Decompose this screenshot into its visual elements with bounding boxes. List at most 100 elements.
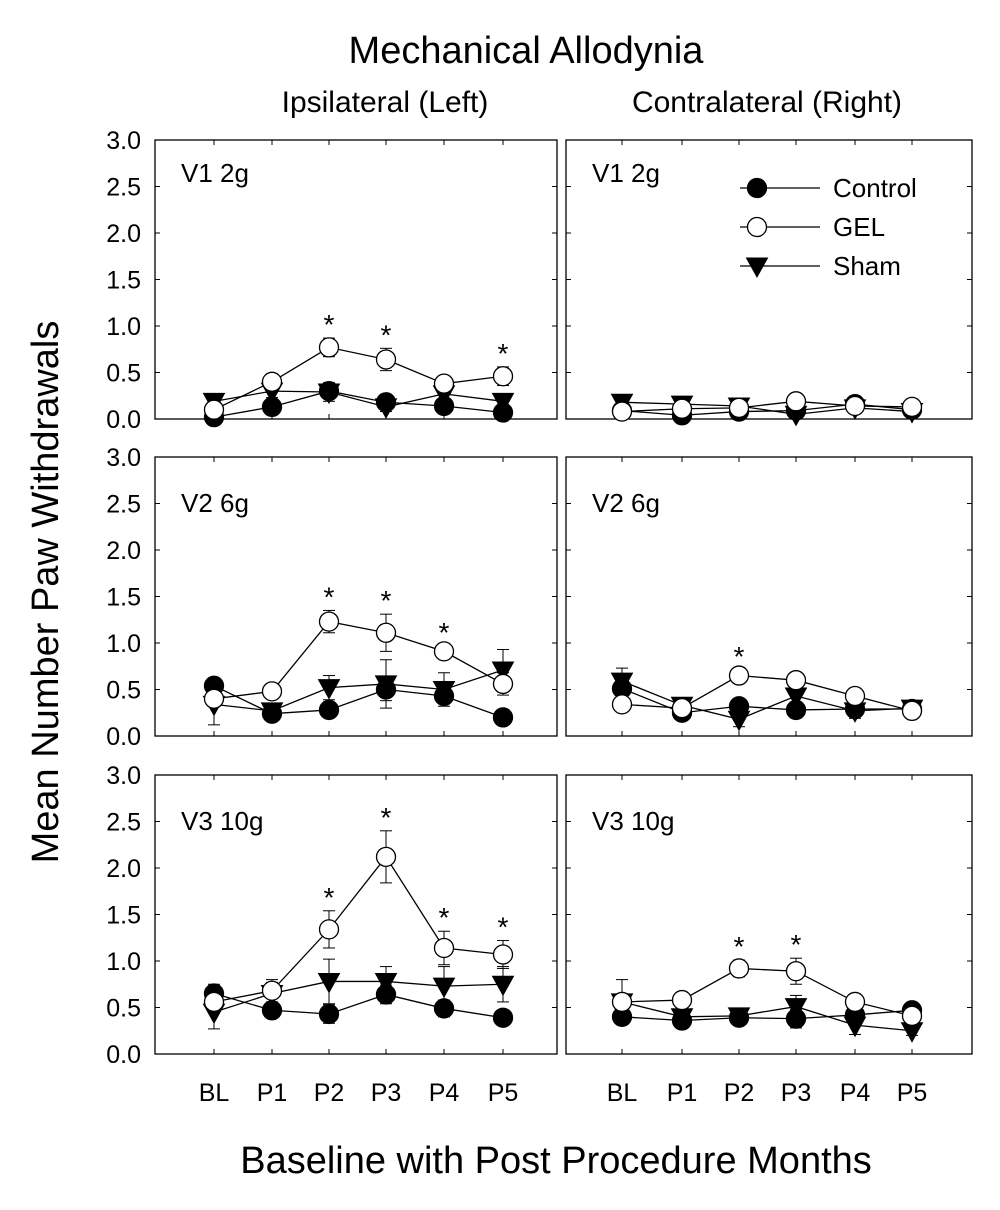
legend: Control GEL Sham [740,173,917,281]
x-tick-label: P1 [667,1079,698,1107]
x-tick-label: P3 [781,1079,812,1107]
series-line-control [213,992,504,1019]
panel-label: V3 10g [181,806,263,836]
point-gel [492,673,514,695]
series-sham [610,979,924,1043]
point-control [261,1000,283,1021]
x-tick-label: BL [199,1079,230,1107]
panel-label: V3 10g [592,806,674,836]
y-tick-label: 3.0 [106,127,141,155]
point-control [318,699,340,721]
point-gel [433,373,455,394]
series-line-sham [213,390,504,408]
significance-asterisk: * [439,617,450,648]
series-line-control [213,685,504,719]
point-control [375,392,397,413]
x-tick-label: P4 [840,1079,871,1107]
point-sham [317,972,341,994]
panel-v1-2g-right: V1 2g [565,139,973,427]
point-gel [844,991,866,1013]
point-sham [317,679,341,700]
point-control [785,1008,807,1029]
point-sham [432,977,456,999]
series-line-gel [213,620,504,700]
point-control [728,696,750,717]
significance-asterisk: * [324,309,335,340]
point-gel [671,697,693,719]
significance-asterisk: * [734,641,745,672]
significance-asterisk: * [439,902,450,933]
panel-v1-2g-left: 0.0 0.5 1.0 1.5 2.0 2.5 3.0 V1 2g * * * [106,127,558,434]
x-tick-label: P5 [897,1079,928,1107]
y-tick-label: 2.5 [106,491,141,519]
point-control [433,685,455,707]
series-control [203,675,514,728]
point-gel [261,371,283,392]
point-gel [318,611,340,632]
panel-label: V1 2g [181,158,249,188]
point-gel [492,944,514,965]
series-line-sham [621,1001,913,1032]
panel-v3-10g-right: BL P1 P2 P3 P4 P5 V3 10g * * [565,774,973,1107]
y-tick-label: 3.0 [106,762,141,790]
point-control [261,396,283,418]
point-gel [901,700,923,722]
figure-title: Mechanical Allodynia [349,30,705,72]
column-title-left: Ipsilateral (Left) [282,86,489,119]
y-tick-label: 0.0 [106,406,141,434]
point-control [261,703,283,724]
y-tick-label: 2.0 [106,220,141,248]
point-control [318,380,340,402]
panels-group: 0.0 0.5 1.0 1.5 2.0 2.5 3.0 V1 2g * * * V1 2g 0.0 0.5… [106,127,973,1107]
point-control [433,395,455,417]
series-control [611,1000,923,1031]
significance-asterisk: * [381,802,392,833]
series-gel [203,337,514,420]
point-gel [203,688,225,709]
point-gel [901,1005,923,1027]
point-gel [375,349,397,370]
significance-asterisk: * [498,338,509,369]
y-tick-label: 0.5 [106,995,141,1023]
series-line-gel [213,855,504,1003]
y-tick-label: 1.5 [106,584,141,612]
point-gel [261,681,283,702]
panel-label: V2 6g [592,488,660,518]
legend-label: Sham [833,251,901,281]
panel-label: V2 6g [181,488,249,518]
x-tick-label: P1 [257,1079,288,1107]
series-line-sham [213,980,504,1013]
series-gel [611,391,923,422]
series-line-control [213,390,504,418]
point-gel [728,958,750,979]
y-tick-label: 2.0 [106,537,141,565]
y-tick-label: 2.5 [106,809,141,837]
point-gel [728,665,750,686]
point-gel [844,395,866,417]
point-gel [785,391,807,412]
panel-label: V1 2g [592,158,660,188]
y-axis-label: Mean Number Paw Withdrawals [25,321,67,864]
series-line-control [621,687,912,714]
point-gel [375,622,397,643]
point-gel [671,398,693,419]
point-gel [433,937,455,959]
point-sham [784,998,808,1019]
point-control [375,679,397,700]
legend-entry-gel: GEL [740,212,885,242]
y-tick-label: 3.0 [106,444,141,472]
series-gel [203,830,514,1013]
significance-asterisk: * [324,581,335,612]
significance-asterisk: * [381,319,392,350]
point-control [671,1010,693,1031]
point-sham [491,975,515,997]
y-tick-label: 0.5 [106,677,141,705]
point-sham [374,972,398,994]
x-tick-label: P3 [371,1079,402,1107]
point-gel [728,397,750,418]
legend-marker-gel [746,216,768,238]
point-gel [844,685,866,707]
point-gel [785,670,807,691]
series-gel [203,609,514,709]
